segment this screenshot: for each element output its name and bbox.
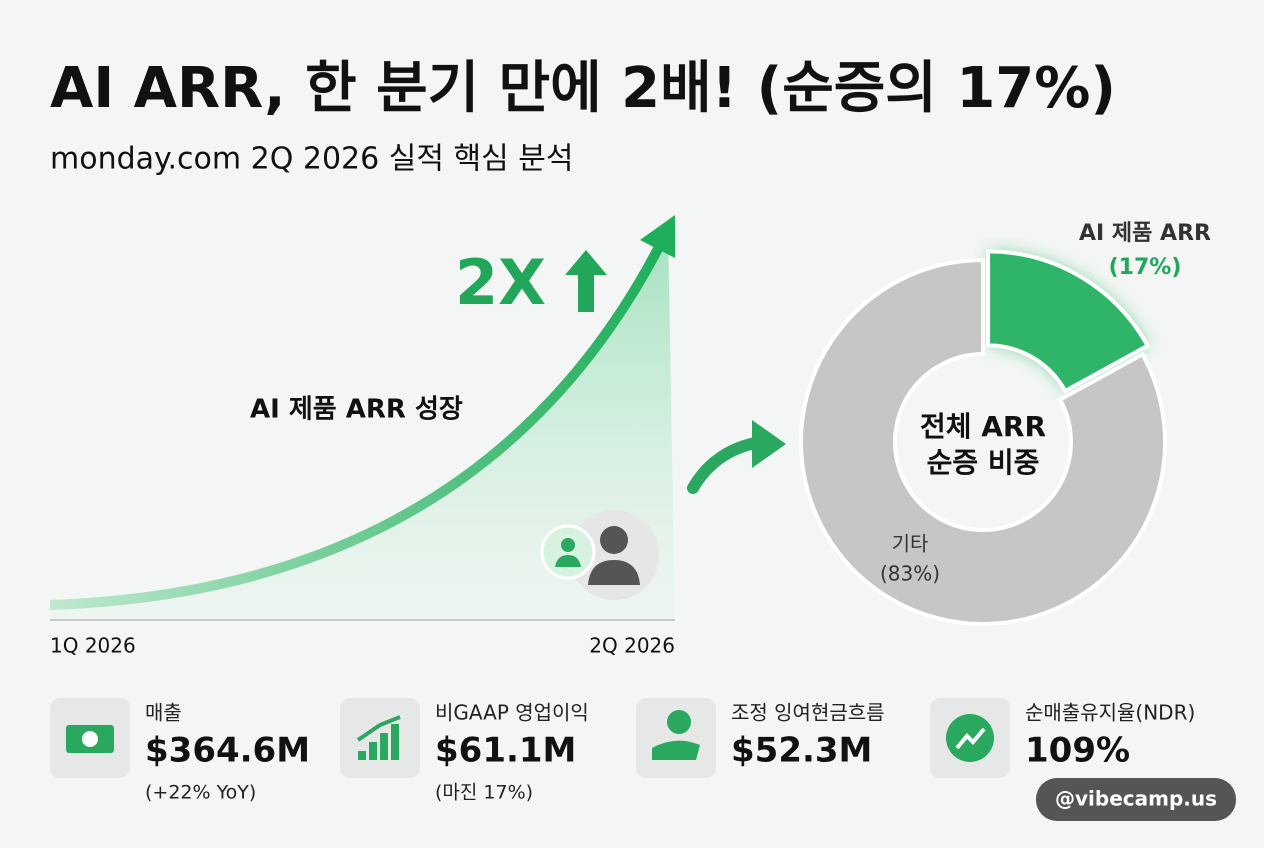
growth-label: AI 제품 ARR 성장	[250, 395, 463, 425]
up-arrow	[565, 250, 607, 312]
user-icon-body	[588, 560, 640, 585]
ai-user-icon	[561, 538, 575, 552]
icon	[82, 731, 98, 747]
icon	[356, 715, 401, 742]
start-label: 1Q 2026	[50, 634, 136, 658]
icon	[358, 751, 366, 760]
slice-label: AI 제품 ARR	[1079, 221, 1211, 246]
multiplier: 2X	[455, 246, 546, 319]
kpi-note: (마진 17%)	[435, 782, 533, 804]
growth-arrowhead	[640, 215, 675, 258]
kpi-note: (+22% YoY)	[145, 782, 256, 804]
growth-area	[50, 228, 675, 620]
icon	[369, 742, 377, 760]
ai-user-icon-body	[555, 555, 581, 567]
kpi-value: $52.3M	[731, 731, 872, 771]
icon	[380, 733, 388, 760]
kpi-label: 비GAAP 영업이익	[435, 701, 589, 725]
donut-center-label: 전체 ARR	[920, 410, 1046, 443]
growth-curve	[49, 242, 665, 610]
watermark-bg	[1036, 778, 1236, 821]
icon	[955, 727, 986, 750]
icon	[652, 740, 700, 760]
connector-arrowhead	[752, 420, 786, 468]
kpi-label: 매출	[145, 701, 182, 725]
icon	[391, 724, 399, 760]
slice-value-label: (17%)	[1109, 255, 1182, 280]
slice-value-label: (83%)	[880, 562, 940, 586]
kpi-value: $364.6M	[145, 731, 310, 771]
kpi-label: 순매출유지율(NDR)	[1025, 701, 1195, 725]
kpi-row: 매출 $364.6M (+22% YoY) 비GAAP 영업이익 $61.1M (마진 1…	[50, 698, 1195, 804]
user-icon	[600, 526, 628, 554]
slice-label: 기타	[892, 532, 929, 556]
donut	[799, 249, 1167, 626]
slice	[986, 249, 1151, 394]
slice	[799, 257, 1167, 626]
donut-center-label: 순증 비중	[927, 446, 1040, 479]
end-label: 2Q 2026	[589, 634, 675, 658]
kpi-value: 109%	[1025, 731, 1130, 771]
connector-arrow	[687, 436, 766, 494]
title: AI ARR, 한 분기 만에 2배! (순증의 17%)	[50, 56, 1116, 121]
kpi-icon-box	[636, 698, 716, 778]
kpi-label: 조정 잉여현금흐름	[731, 701, 885, 725]
subtitle: monday.com 2Q 2026 실적 핵심 분석	[50, 142, 573, 177]
icon	[667, 710, 691, 734]
kpi-value: $61.1M	[435, 731, 576, 771]
watermark: @vibecamp.us	[1055, 787, 1217, 811]
